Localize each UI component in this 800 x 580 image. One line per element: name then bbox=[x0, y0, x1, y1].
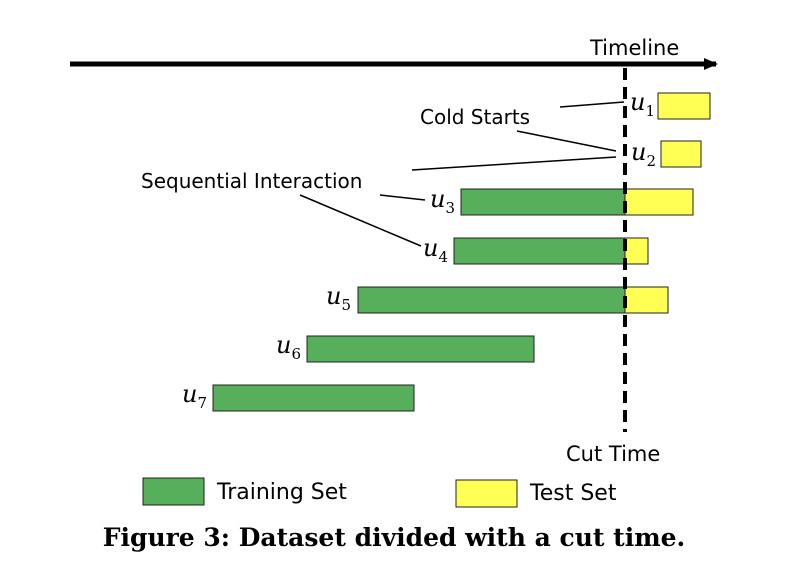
sequential-leader-u4 bbox=[299, 194, 422, 247]
u5-test-bar bbox=[624, 286, 669, 314]
u7-training-bar bbox=[212, 384, 415, 412]
u3-training-bar bbox=[460, 188, 626, 216]
sequential-leader-u3 bbox=[379, 194, 426, 201]
user-label-u3: u3 bbox=[430, 185, 455, 217]
cold-starts-label: Cold Starts bbox=[420, 105, 530, 129]
cold-starts-leader-u1 bbox=[559, 101, 625, 108]
user-label-u6: u6 bbox=[276, 331, 301, 363]
sequential-interaction-label: Sequential Interaction bbox=[141, 169, 362, 193]
u4-training-bar bbox=[453, 237, 626, 265]
cut-time-label: Cut Time bbox=[566, 442, 660, 466]
u5-training-bar bbox=[357, 286, 626, 314]
legend-test-swatch bbox=[455, 479, 518, 508]
legend-test-label: Test Set bbox=[529, 481, 617, 506]
u3-test-bar bbox=[624, 188, 694, 216]
timeline-label: Timeline bbox=[589, 36, 679, 60]
legend-training-swatch bbox=[142, 477, 205, 506]
user-label-u1: u1 bbox=[630, 88, 655, 120]
legend-training-label: Training Set bbox=[216, 480, 347, 505]
u2-test-bar bbox=[660, 140, 702, 168]
sequential-leader-u2 bbox=[411, 156, 617, 171]
user-label-u2: u2 bbox=[631, 138, 656, 170]
u1-test-bar bbox=[657, 92, 711, 120]
figure-caption: Figure 3: Dataset divided with a cut tim… bbox=[103, 523, 686, 552]
cold-starts-leader-u2 bbox=[516, 130, 617, 152]
user-label-u4: u4 bbox=[423, 234, 448, 266]
user-label-u5: u5 bbox=[326, 282, 351, 314]
u4-test-bar bbox=[624, 237, 649, 265]
user-label-u7: u7 bbox=[182, 380, 207, 412]
u6-training-bar bbox=[306, 335, 535, 363]
